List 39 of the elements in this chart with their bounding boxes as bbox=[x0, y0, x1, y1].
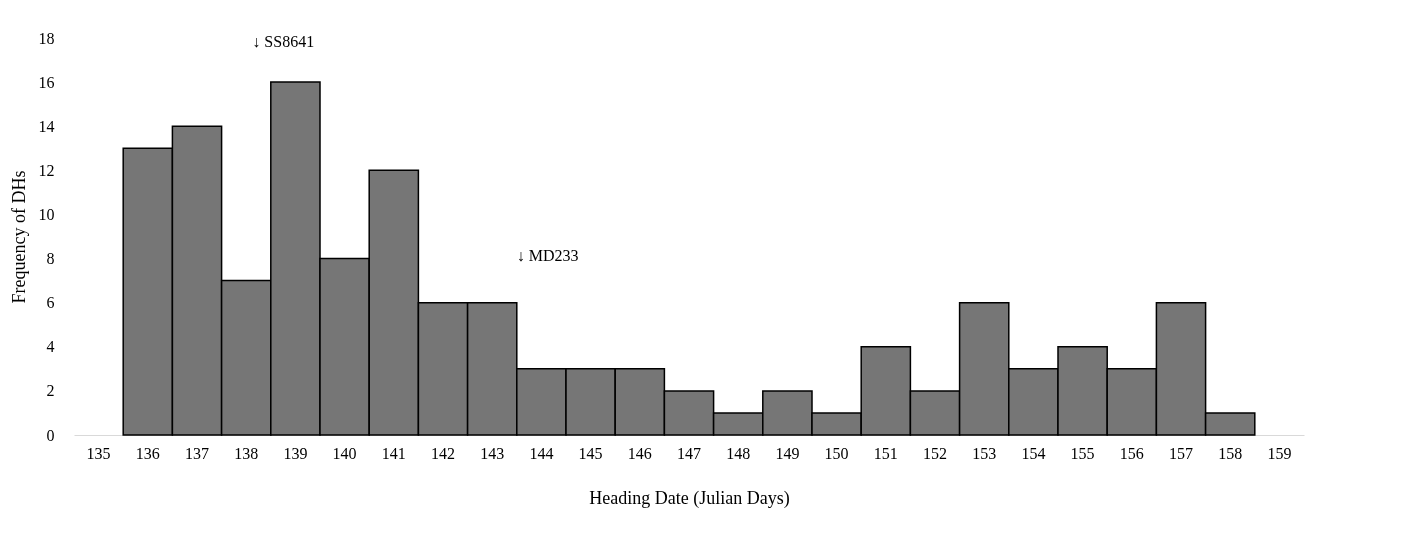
x-tick-label: 159 bbox=[1267, 444, 1292, 462]
y-tick-label: 2 bbox=[46, 382, 55, 400]
y-tick-label: 14 bbox=[38, 117, 55, 135]
x-tick-label: 146 bbox=[627, 444, 652, 462]
x-axis-title: Heading Date (Julian Days) bbox=[589, 487, 790, 509]
x-tick-label: 148 bbox=[726, 444, 751, 462]
x-tick-label: 142 bbox=[431, 444, 455, 462]
y-tick-label: 18 bbox=[38, 29, 55, 47]
x-tick-label: 140 bbox=[332, 444, 357, 462]
x-tick-label: 155 bbox=[1070, 444, 1095, 462]
x-tick-label: 144 bbox=[529, 444, 554, 462]
x-tick-label: 139 bbox=[283, 444, 308, 462]
x-tick-label: 135 bbox=[86, 444, 111, 462]
y-tick-label: 12 bbox=[38, 161, 55, 179]
x-tick-label: 143 bbox=[480, 444, 505, 462]
x-tick-label: 145 bbox=[578, 444, 603, 462]
x-tick-label: 156 bbox=[1119, 444, 1144, 462]
y-tick-label: 4 bbox=[46, 338, 55, 356]
y-axis-title: Frequency of DHs bbox=[8, 170, 29, 304]
y-tick-label: 10 bbox=[38, 205, 55, 223]
x-tick-label: 141 bbox=[381, 444, 406, 462]
y-tick-label: 8 bbox=[46, 250, 55, 268]
annotation: ↓ SS8641 bbox=[252, 32, 315, 50]
x-tick-label: 136 bbox=[135, 444, 160, 462]
x-tick-label: 149 bbox=[775, 444, 800, 462]
x-tick-label: 152 bbox=[923, 444, 947, 462]
annotation: ↓ MD233 bbox=[516, 247, 579, 265]
x-tick-label: 150 bbox=[824, 444, 849, 462]
x-tick-label: 158 bbox=[1218, 444, 1243, 462]
x-tick-label: 154 bbox=[1021, 444, 1046, 462]
x-tick-label: 157 bbox=[1169, 444, 1193, 462]
y-tick-label: 16 bbox=[38, 73, 55, 91]
y-tick-label: 6 bbox=[46, 294, 55, 312]
x-tick-label: 138 bbox=[234, 444, 259, 462]
x-tick-label: 147 bbox=[677, 444, 701, 462]
y-tick-label: 0 bbox=[46, 426, 55, 444]
x-tick-label: 153 bbox=[972, 444, 997, 462]
x-tick-label: 151 bbox=[873, 444, 898, 462]
x-tick-label: 137 bbox=[185, 444, 209, 462]
